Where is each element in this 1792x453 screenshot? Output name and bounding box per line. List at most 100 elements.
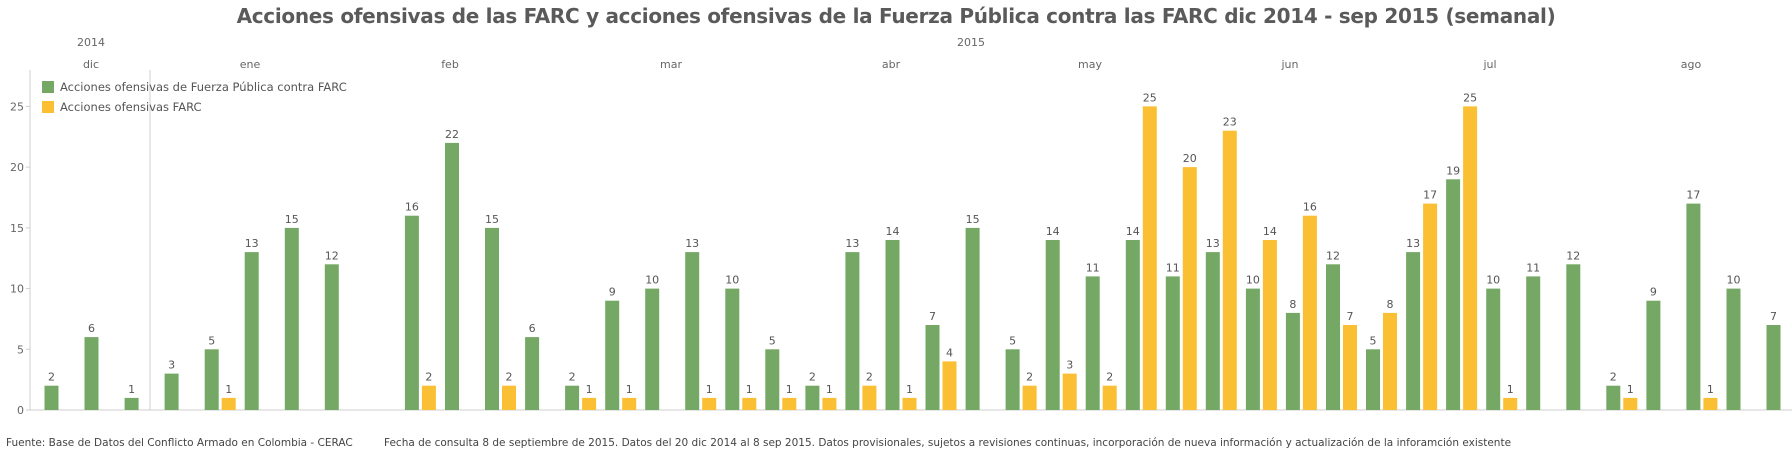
data-label-farc: 1: [225, 383, 232, 396]
bar-farc: [902, 397, 917, 410]
data-label-farc: 1: [1627, 383, 1634, 396]
legend-swatch: [42, 101, 54, 113]
month-label: ene: [240, 58, 261, 71]
bar-farc: [622, 397, 637, 410]
y-tick-label: 25: [10, 100, 24, 113]
data-label-farc: 1: [826, 383, 833, 396]
bar-fuerza-publica: [204, 349, 219, 410]
bar-farc: [1022, 385, 1037, 410]
consultation-note: Fecha de consulta 8 de septiembre de 201…: [384, 437, 1512, 449]
data-label-fuerza-publica: 15: [485, 213, 499, 226]
bar-fuerza-publica: [404, 215, 419, 410]
bar-farc: [582, 397, 597, 410]
data-label-farc: 20: [1183, 152, 1197, 165]
bar-farc: [1062, 373, 1077, 410]
data-label-farc: 1: [626, 383, 633, 396]
month-label: mar: [660, 58, 682, 71]
data-label-fuerza-publica: 5: [769, 334, 776, 347]
data-label-fuerza-publica: 6: [529, 322, 536, 335]
data-labels-layer: 2613511315121622215262191101311015121132…: [48, 91, 1777, 396]
data-label-farc: 2: [1106, 371, 1113, 384]
data-label-fuerza-publica: 13: [1406, 237, 1420, 250]
data-label-fuerza-publica: 10: [1727, 274, 1741, 287]
bar-fuerza-publica: [1245, 288, 1260, 410]
month-label: abr: [882, 58, 901, 71]
data-label-farc: 8: [1387, 298, 1394, 311]
bar-fuerza-publica: [1406, 252, 1421, 410]
bar-fuerza-publica: [885, 240, 900, 410]
bar-fuerza-publica: [845, 252, 860, 410]
data-label-farc: 23: [1223, 116, 1237, 129]
bar-fuerza-publica: [605, 300, 620, 410]
bar-fuerza-publica: [164, 373, 179, 410]
data-label-fuerza-publica: 10: [645, 274, 659, 287]
bar-farc: [1222, 130, 1237, 410]
bar-fuerza-publica: [1726, 288, 1741, 410]
data-label-farc: 17: [1423, 189, 1437, 202]
bar-fuerza-publica: [765, 349, 780, 410]
data-label-fuerza-publica: 2: [809, 371, 816, 384]
data-label-farc: 1: [1707, 383, 1714, 396]
data-label-fuerza-publica: 5: [1370, 334, 1377, 347]
data-label-fuerza-publica: 10: [1486, 274, 1500, 287]
bar-fuerza-publica: [1566, 264, 1581, 410]
bar-fuerza-publica: [1326, 264, 1340, 410]
data-label-fuerza-publica: 15: [285, 213, 299, 226]
legend: Acciones ofensivas de Fuerza Pública con…: [42, 80, 347, 114]
bar-fuerza-publica: [525, 337, 540, 410]
bar-fuerza-publica: [485, 227, 499, 410]
bar-fuerza-publica: [1366, 349, 1380, 410]
bar-fuerza-publica: [925, 325, 940, 410]
y-tick-label: 20: [10, 161, 24, 174]
data-label-fuerza-publica: 11: [1086, 261, 1100, 274]
data-label-fuerza-publica: 2: [569, 371, 576, 384]
data-label-fuerza-publica: 13: [685, 237, 699, 250]
bar-fuerza-publica: [324, 264, 339, 410]
data-label-farc: 1: [786, 383, 793, 396]
month-label: jul: [1482, 58, 1496, 71]
bar-farc: [1623, 397, 1638, 410]
bar-farc: [1343, 325, 1357, 410]
data-label-fuerza-publica: 6: [88, 322, 95, 335]
data-label-farc: 25: [1463, 91, 1477, 104]
bar-farc: [1463, 106, 1478, 411]
bar-fuerza-publica: [244, 252, 259, 410]
data-label-fuerza-publica: 16: [405, 201, 419, 214]
data-label-fuerza-publica: 2: [1610, 371, 1617, 384]
y-tick-label: 10: [10, 283, 24, 296]
bars-layer: [44, 106, 1781, 411]
data-label-fuerza-publica: 12: [325, 249, 339, 262]
bar-fuerza-publica: [645, 288, 660, 410]
data-label-farc: 1: [706, 383, 713, 396]
bar-fuerza-publica: [124, 397, 139, 410]
bar-farc: [1102, 385, 1117, 410]
bar-farc: [782, 397, 797, 410]
data-label-farc: 1: [906, 383, 913, 396]
chart-title: Acciones ofensivas de las FARC y accione…: [236, 4, 1556, 28]
source-note: Fuente: Base de Datos del Conflicto Arma…: [6, 437, 353, 449]
bar-farc: [1142, 106, 1157, 411]
data-label-fuerza-publica: 11: [1166, 261, 1180, 274]
bar-fuerza-publica: [805, 385, 820, 410]
bar-fuerza-publica: [685, 252, 700, 410]
y-tick-label: 15: [10, 222, 24, 235]
data-label-fuerza-publica: 3: [168, 359, 175, 372]
data-label-fuerza-publica: 5: [1009, 334, 1016, 347]
bar-fuerza-publica: [1526, 276, 1541, 410]
data-label-fuerza-publica: 14: [886, 225, 900, 238]
data-label-fuerza-publica: 7: [1770, 310, 1777, 323]
data-label-fuerza-publica: 10: [1246, 274, 1260, 287]
month-label: ago: [1681, 58, 1702, 71]
data-label-fuerza-publica: 19: [1446, 164, 1460, 177]
data-label-fuerza-publica: 14: [1046, 225, 1060, 238]
bar-farc: [1262, 240, 1277, 410]
data-label-fuerza-publica: 1: [128, 383, 135, 396]
bar-fuerza-publica: [1285, 312, 1300, 410]
y-tick-label: 5: [17, 343, 24, 356]
bar-farc: [742, 397, 757, 410]
data-label-farc: 4: [946, 346, 953, 359]
data-label-fuerza-publica: 7: [929, 310, 936, 323]
bar-fuerza-publica: [1205, 252, 1220, 410]
bar-fuerza-publica: [1165, 276, 1180, 410]
data-label-farc: 16: [1303, 201, 1317, 214]
